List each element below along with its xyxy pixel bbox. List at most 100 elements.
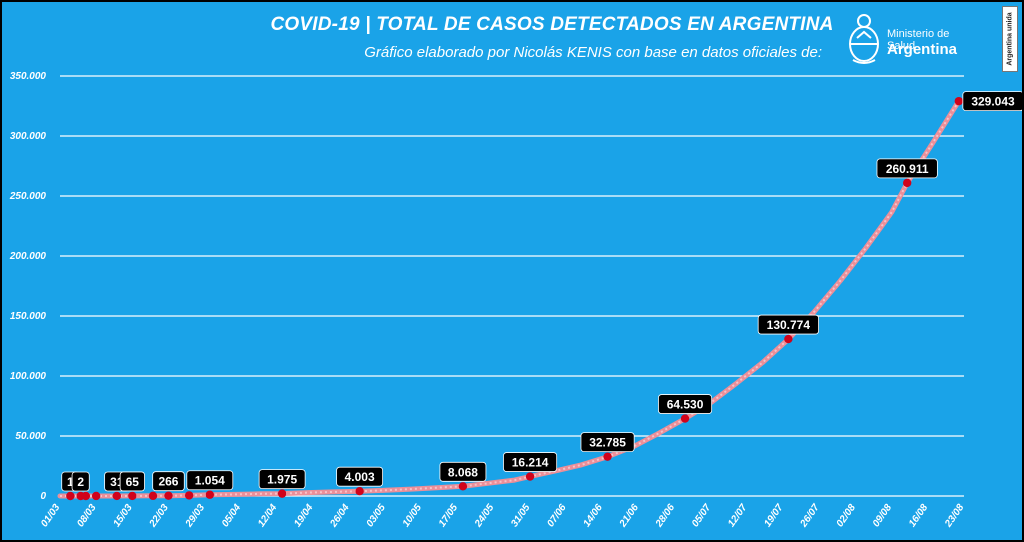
data-label-text: 1.975: [267, 473, 297, 487]
data-label: 260.911: [876, 158, 938, 179]
data-label-box: [71, 471, 90, 492]
x-tick-label: 19/04: [292, 502, 316, 529]
argentina-unida-badge: Argentina unida: [1002, 6, 1018, 72]
data-label-box: [876, 158, 938, 179]
data-label: 329.043: [962, 91, 1022, 112]
chart-subtitle: Gráfico elaborado por Nicolás KENIS con …: [364, 44, 822, 61]
data-label-text: 260.911: [886, 162, 929, 176]
data-point: [81, 491, 91, 501]
x-tick-label: 03/05: [365, 502, 389, 529]
x-tick-label: 19/07: [762, 502, 786, 529]
x-tick-label: 29/03: [183, 502, 207, 530]
data-point: [128, 491, 137, 501]
y-tick-label: 300.000: [10, 131, 47, 142]
data-label-box: [658, 394, 713, 414]
data-label: 4.003: [336, 466, 384, 487]
data-label: 2: [71, 471, 90, 492]
data-label-text: 4.003: [345, 470, 375, 484]
data-label-text: 1: [67, 475, 74, 489]
data-label-text: 1.054: [195, 474, 225, 488]
data-label-text: 2: [77, 475, 84, 489]
data-label-text: 266: [158, 475, 178, 489]
data-label: 32.785: [580, 432, 635, 453]
data-point: [66, 491, 75, 501]
data-label: 130.774: [757, 314, 819, 335]
x-tick-label: 31/05: [509, 502, 533, 529]
data-label: 8.068: [439, 461, 487, 482]
data-label-text: 32.785: [589, 436, 626, 450]
x-tick-label: 07/06: [545, 502, 569, 529]
grid-lines: [60, 75, 964, 497]
x-tick-label: 26/04: [328, 502, 352, 530]
x-tick-label: 01/03: [39, 502, 63, 529]
data-label-box: [336, 466, 384, 487]
data-label-text: 64.530: [667, 398, 704, 412]
x-tick-label: 08/03: [75, 502, 99, 529]
y-tick-label: 0: [40, 491, 46, 502]
data-point: [784, 334, 793, 344]
country-name: Argentina: [887, 41, 958, 58]
data-label-box: [580, 432, 635, 453]
data-label-box: [503, 452, 558, 472]
y-tick-label: 150.000: [10, 311, 47, 322]
data-label: 16.214: [503, 452, 558, 472]
data-label: 266: [152, 471, 185, 492]
x-tick-label: 28/06: [653, 502, 677, 530]
x-tick-label: 05/04: [220, 502, 244, 529]
data-point: [355, 486, 364, 496]
x-tick-label: 05/07: [690, 502, 714, 529]
data-point: [954, 96, 964, 106]
ministry-logo: Ministerio de Salud Argentina: [847, 12, 977, 68]
x-tick-label: 02/08: [835, 502, 859, 529]
argentina-seal-icon: [849, 14, 879, 64]
data-label-box: [439, 461, 487, 482]
data-label: 65: [119, 471, 145, 492]
x-tick-label: 09/08: [871, 502, 895, 529]
data-point: [112, 491, 122, 501]
x-tick-label: 26/07: [798, 502, 822, 530]
y-axis-ticks: 0 50.000 100.000 150.000 200.000 250.000 300.0…: [9, 71, 47, 502]
data-labels: 1 2 31 65 266 1.054 1.975 4.003 8.06816.21432.78…: [61, 91, 1022, 492]
data-point: [184, 491, 194, 500]
data-label: 1.054: [186, 470, 234, 491]
data-point: [148, 491, 158, 501]
cases-line: [57, 98, 962, 499]
data-label: 64.530: [658, 394, 713, 414]
x-tick-label: 17/05: [437, 502, 461, 529]
x-axis-ticks: 01/03 08/03 15/03 22/03 29/03 05/04 12/04 19/04…: [39, 502, 967, 530]
data-label-text: 8.068: [448, 465, 478, 479]
x-tick-label: 12/07: [726, 502, 750, 529]
data-point: [277, 489, 287, 498]
y-tick-label: 50.000: [15, 431, 46, 442]
data-markers: [66, 96, 964, 501]
data-point: [91, 491, 101, 501]
data-label: 1.975: [258, 469, 306, 490]
x-tick-label: 22/03: [147, 502, 171, 530]
data-label-box: [186, 470, 234, 491]
data-label-text: 130.774: [767, 318, 811, 332]
data-label-text: 65: [126, 475, 140, 489]
ministry-name: Ministerio de Salud: [887, 28, 950, 52]
x-tick-label: 15/03: [111, 502, 135, 529]
data-point: [680, 414, 690, 423]
x-tick-label: 24/05: [472, 502, 496, 530]
y-tick-label: 100.000: [10, 371, 47, 382]
cases-line-highlight: [60, 100, 960, 497]
data-label-text: 16.214: [512, 456, 549, 470]
series-line: [57, 98, 962, 499]
x-tick-label: 14/06: [581, 502, 605, 529]
x-tick-label: 12/04: [256, 502, 280, 529]
data-point: [603, 452, 612, 461]
data-label-box: [962, 91, 1022, 112]
data-point: [458, 482, 468, 491]
data-label-box: [757, 314, 819, 335]
y-tick-label: 200.000: [9, 251, 47, 262]
data-label-box: [258, 469, 306, 490]
badge-text: Argentina unida: [1006, 12, 1014, 66]
x-tick-label: 16/08: [907, 502, 931, 529]
data-point: [205, 490, 215, 499]
y-tick-label: 250.000: [9, 191, 47, 202]
x-tick-label: 23/08: [943, 502, 967, 530]
